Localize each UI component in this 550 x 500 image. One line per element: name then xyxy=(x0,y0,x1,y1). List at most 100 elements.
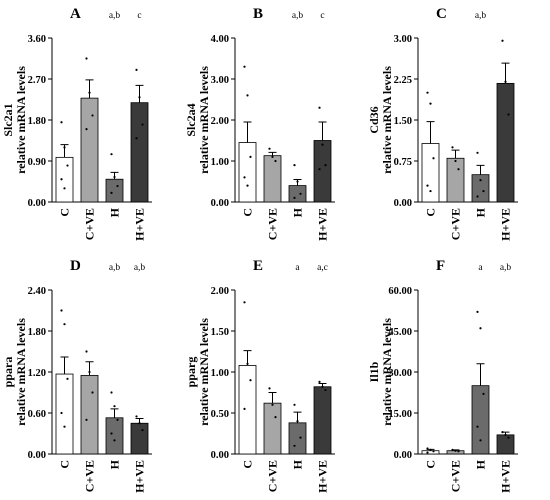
data-point xyxy=(249,379,252,382)
data-point xyxy=(507,436,510,439)
x-tick-label: H+VE xyxy=(316,460,330,493)
data-point xyxy=(116,184,119,188)
error-bar xyxy=(60,356,69,375)
data-point xyxy=(246,184,249,187)
y-axis-label: Il1b xyxy=(367,361,381,382)
data-point xyxy=(60,411,63,415)
data-point xyxy=(432,450,435,453)
data-point xyxy=(60,178,63,181)
significance-label: a,c xyxy=(317,263,328,273)
x-tick-label: C xyxy=(58,208,72,217)
data-point xyxy=(324,388,327,392)
x-tick-label: H xyxy=(474,459,488,469)
data-point xyxy=(274,416,277,419)
y-tick-label: 0.60 xyxy=(28,409,46,420)
y-tick-label: 30.00 xyxy=(388,368,412,379)
data-point xyxy=(501,431,504,434)
y-tick-label: 1.00 xyxy=(211,157,229,168)
data-point xyxy=(318,168,321,171)
x-tick-label: C xyxy=(424,208,438,217)
data-point xyxy=(110,191,113,194)
bar xyxy=(55,156,74,203)
data-point xyxy=(110,391,113,394)
x-tick-label: H+VE xyxy=(316,208,330,241)
x-tick-label: C+VE xyxy=(266,460,280,492)
data-point xyxy=(479,179,482,182)
y-axis-label: relative mRNA levels xyxy=(197,318,211,426)
y-tick-label: 0.90 xyxy=(28,157,46,168)
y-tick-label: 2.70 xyxy=(28,75,46,86)
data-point xyxy=(293,403,296,406)
y-tick-label: 1.00 xyxy=(211,368,229,379)
bar xyxy=(80,97,99,203)
data-point xyxy=(85,57,88,60)
data-point xyxy=(135,68,138,71)
data-point xyxy=(91,114,94,117)
panel-label: A xyxy=(70,6,81,22)
panel-label: C xyxy=(436,6,447,22)
y-tick-label: 0.00 xyxy=(394,198,412,209)
data-point xyxy=(60,309,63,312)
data-point xyxy=(293,444,296,447)
significance-label: a,b xyxy=(109,11,121,21)
data-point xyxy=(501,39,504,42)
significance-label: a xyxy=(295,263,300,273)
data-point xyxy=(91,391,94,394)
x-tick-label: H+VE xyxy=(133,460,147,493)
bar xyxy=(446,157,465,203)
data-point xyxy=(243,65,246,68)
y-tick-label: 45.00 xyxy=(388,327,412,338)
data-point xyxy=(476,425,479,428)
data-point xyxy=(66,164,69,167)
significance-label: c xyxy=(137,11,141,21)
data-point xyxy=(479,439,482,442)
y-tick-label: 1.50 xyxy=(394,116,412,127)
panel-label: D xyxy=(70,258,81,274)
x-tick-label: C+VE xyxy=(449,208,463,240)
significance-label: a,b xyxy=(475,11,487,21)
x-tick-label: H+VE xyxy=(499,460,513,493)
x-tick-label: C xyxy=(58,460,72,469)
data-point xyxy=(88,370,91,374)
data-point xyxy=(299,436,302,439)
data-point xyxy=(296,420,299,423)
significance-label: a,b xyxy=(292,11,304,21)
data-point xyxy=(296,180,299,183)
y-tick-label: 0.50 xyxy=(211,409,229,420)
data-point xyxy=(88,91,91,94)
error-bar xyxy=(85,361,94,376)
data-point xyxy=(113,405,116,408)
data-point xyxy=(476,151,479,154)
data-point xyxy=(113,175,116,179)
y-tick-label: 3.60 xyxy=(28,34,46,45)
bar xyxy=(421,450,440,455)
data-point xyxy=(429,189,432,193)
y-axis-label: Cd36 xyxy=(367,106,381,133)
data-point xyxy=(85,350,88,353)
data-point xyxy=(457,450,460,453)
bar xyxy=(105,417,124,455)
data-point xyxy=(85,418,88,421)
bar xyxy=(55,373,74,455)
significance-label: a,b xyxy=(500,263,512,273)
data-point xyxy=(60,121,63,124)
data-point xyxy=(318,106,321,109)
x-tick-label: C xyxy=(241,208,255,217)
y-tick-label: 1.50 xyxy=(211,327,229,338)
data-point xyxy=(63,146,66,149)
y-axis-label: Slc2a4 xyxy=(184,103,198,136)
data-point xyxy=(141,123,144,126)
x-tick-label: C+VE xyxy=(83,208,97,240)
y-tick-label: 0.00 xyxy=(394,450,412,461)
bar xyxy=(496,434,515,455)
data-point xyxy=(504,433,507,436)
data-point xyxy=(504,80,507,83)
bar xyxy=(313,140,332,203)
bar xyxy=(471,385,490,455)
data-point xyxy=(454,449,457,452)
data-point xyxy=(268,147,271,150)
data-point xyxy=(271,403,274,406)
y-axis-label: relative mRNA levels xyxy=(380,66,394,174)
bar xyxy=(288,422,307,455)
